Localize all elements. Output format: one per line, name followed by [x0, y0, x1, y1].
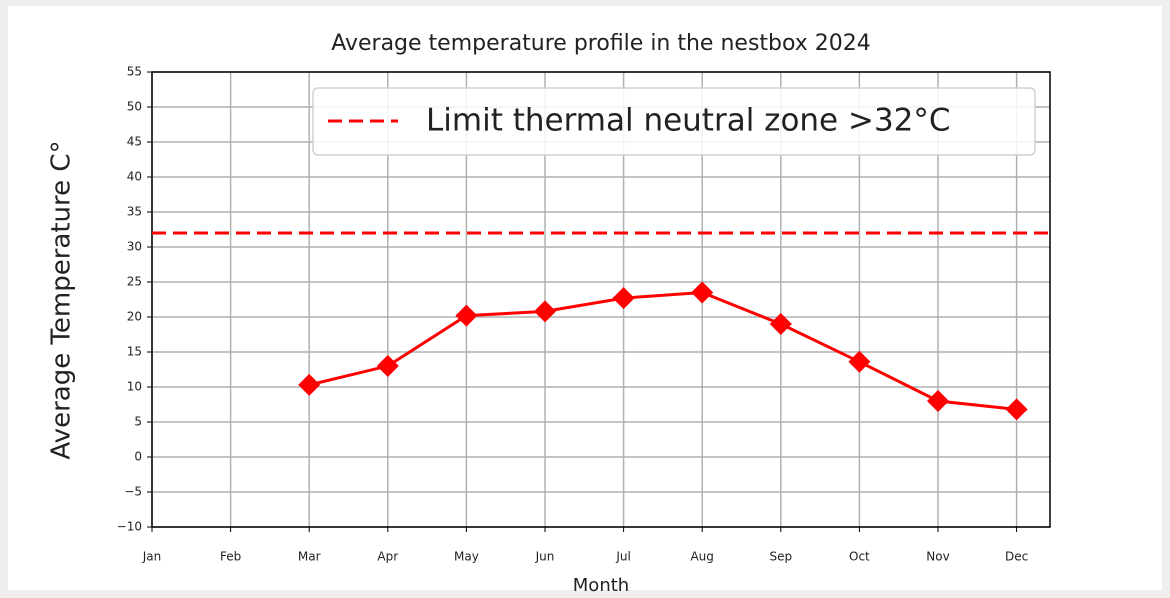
- x-tick-label: Jun: [535, 550, 555, 564]
- x-tick-label: Oct: [849, 550, 870, 564]
- legend-box: [312, 87, 1036, 156]
- y-tick-label: 35: [127, 205, 142, 219]
- x-tick-label: Nov: [926, 550, 949, 564]
- y-tick-label: 50: [127, 100, 142, 114]
- y-tick-label: −10: [117, 520, 142, 534]
- y-tick-label: 5: [134, 415, 142, 429]
- y-tick-label: 20: [127, 310, 142, 324]
- y-axis-label: Average Temperature C°: [47, 140, 77, 459]
- x-tick-label: Sep: [769, 550, 792, 564]
- x-tick-label: Dec: [1005, 550, 1028, 564]
- legend-label: Limit thermal neutral zone >32°C: [426, 103, 951, 139]
- point: [612, 287, 635, 310]
- x-tick-label: Mar: [298, 550, 321, 564]
- y-tick-label: 25: [127, 275, 142, 289]
- x-tick-label: Feb: [220, 550, 241, 564]
- y-tick-label: 45: [127, 135, 142, 149]
- y-tick-label: 30: [127, 240, 142, 254]
- series-line: [308, 290, 1017, 411]
- x-tick-label: May: [454, 550, 479, 564]
- y-tick-label: 10: [127, 380, 142, 394]
- x-tick-label: Apr: [377, 550, 398, 564]
- point: [927, 390, 949, 412]
- point: [769, 313, 792, 335]
- y-tick-label: 0: [134, 450, 142, 464]
- x-tick-label: Aug: [690, 550, 713, 564]
- x-tick-label: Jan: [142, 550, 162, 564]
- plot-frame: [151, 71, 1051, 528]
- x-axis-label: Month: [573, 575, 629, 596]
- point: [376, 355, 399, 377]
- point: [455, 304, 478, 327]
- y-tick-label: −5: [124, 485, 142, 499]
- y-tick-label: 15: [127, 345, 142, 359]
- y-tick-label: 55: [127, 65, 142, 79]
- x-tick-label: Jul: [615, 550, 630, 564]
- point: [691, 281, 714, 304]
- y-tick-label: 40: [127, 170, 142, 184]
- point: [1005, 398, 1028, 421]
- point: [534, 300, 556, 323]
- point: [848, 350, 871, 373]
- point: [298, 373, 321, 396]
- chart-title: Average temperature profile in the nestb…: [331, 31, 871, 56]
